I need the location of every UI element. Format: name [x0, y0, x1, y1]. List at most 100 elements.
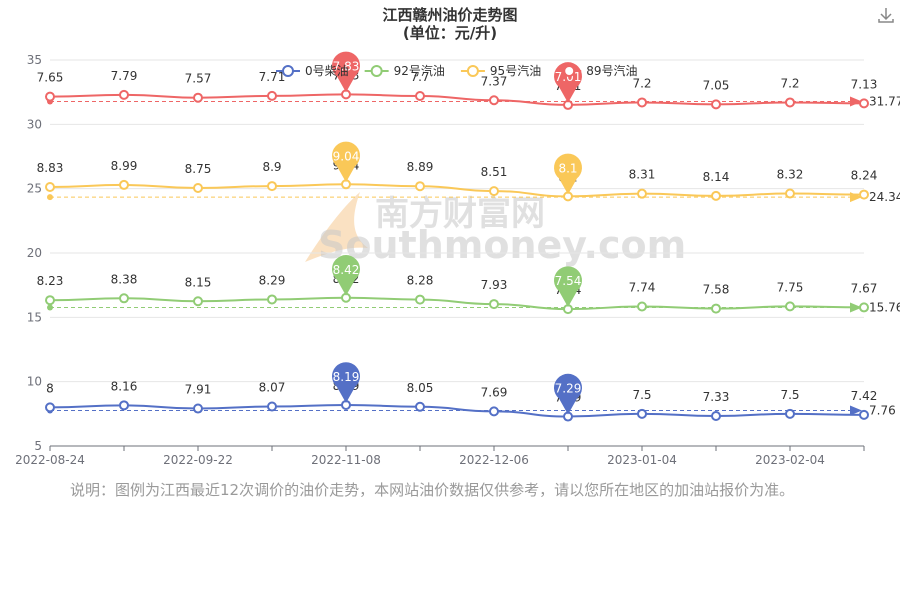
average-label: 15.76	[869, 301, 900, 315]
legend-symbol	[282, 65, 294, 77]
data-label: 7.7	[410, 70, 429, 84]
data-point	[637, 301, 647, 312]
data-label: 7.93	[481, 278, 508, 292]
series-line	[49, 403, 865, 418]
data-label: 7.79	[111, 69, 138, 83]
y-tick-label: 5	[34, 439, 42, 453]
legend-symbol	[563, 65, 576, 77]
marker-pin: 7.54	[554, 266, 583, 308]
data-label: 7.05	[703, 78, 730, 92]
data-label: 8.05	[407, 381, 434, 395]
legend-item[interactable]: 0号柴油	[276, 64, 349, 78]
y-tick-label: 30	[27, 117, 42, 131]
data-point	[267, 401, 277, 412]
data-label: 8	[46, 381, 54, 395]
data-point	[45, 91, 55, 102]
data-point	[415, 91, 425, 102]
data-label: 7.5	[780, 388, 799, 402]
grid	[50, 59, 864, 447]
y-tick-label: 25	[27, 182, 42, 196]
legend-label: 95号汽油	[490, 63, 541, 78]
chart-title: 江西赣州油价走势图	[382, 6, 517, 24]
data-label: 7.65	[37, 71, 64, 85]
data-label: 8.9	[262, 160, 281, 174]
marker-pin-shape	[332, 362, 361, 403]
data-label: 7.13	[851, 77, 878, 91]
data-point	[489, 406, 499, 417]
data-point	[415, 294, 425, 305]
data-point	[267, 294, 277, 305]
data-point	[193, 92, 203, 103]
data-label: 8.15	[185, 275, 212, 289]
data-point	[45, 295, 55, 306]
data-label: 7.69	[481, 385, 508, 399]
data-label: 8.23	[37, 274, 64, 288]
data-label: 7.42	[851, 389, 878, 403]
data-point	[119, 293, 129, 304]
data-point	[859, 302, 869, 313]
data-label: 7.71	[259, 70, 286, 84]
marker-pin: 8.42	[332, 255, 361, 296]
data-point	[711, 99, 721, 110]
legend-label: 92号汽油	[394, 63, 445, 78]
marker-pin: 8.19	[332, 362, 361, 403]
average-arrow	[850, 405, 862, 416]
data-point	[711, 411, 721, 422]
data-point	[119, 400, 129, 411]
y-axis: 5 10 15 20 25 30 35	[27, 53, 42, 453]
data-point	[785, 188, 795, 199]
data-label: 7.2	[780, 76, 799, 90]
data-point	[267, 90, 277, 101]
data-label: 8.99	[111, 159, 138, 173]
data-point	[267, 181, 277, 192]
marker-pin-label: 7.29	[555, 382, 582, 396]
x-tick-label: 2023-01-04	[607, 453, 677, 467]
average-start-dot	[47, 194, 53, 201]
watermark-flame-icon	[305, 192, 368, 262]
marker-pin-shape	[332, 255, 361, 296]
markers: 8.197.298.427.549.048.17.837.01	[332, 51, 583, 415]
data-label: 8.32	[777, 168, 804, 182]
marker-pin-shape	[554, 153, 582, 195]
marker-pin-shape	[332, 51, 360, 93]
marker-pin-shape	[554, 266, 583, 308]
x-tick-label: 2022-08-24	[15, 453, 85, 467]
watermark: 南方财富网 Southmoney.com	[305, 192, 686, 267]
data-label: 7.75	[777, 280, 804, 294]
download-icon[interactable]	[875, 4, 897, 26]
data-point	[415, 181, 425, 192]
x-tick-label: 2022-09-22	[163, 453, 233, 467]
chart-note: 说明：图例为江西最近12次调价的油价走势，本网站油价数据仅供参考，请以您所在地区…	[70, 481, 795, 499]
marker-pin-label: 8.1	[558, 161, 577, 175]
data-point	[859, 189, 869, 200]
data-point	[193, 403, 203, 414]
legend-item[interactable]: 95号汽油	[460, 63, 541, 78]
data-label: 8.07	[259, 380, 286, 394]
chart-subtitle: (单位：元/升)	[403, 24, 497, 42]
watermark-en: Southmoney.com	[318, 223, 686, 267]
legend-item[interactable]: 92号汽油	[364, 63, 445, 78]
watermark-cn: 南方财富网	[375, 194, 545, 234]
data-point	[637, 188, 647, 199]
data-point	[785, 408, 795, 419]
data-label: 7.5	[632, 388, 651, 402]
marker-pin-shape	[554, 373, 583, 415]
legend-label: 0号柴油	[305, 64, 349, 78]
data-label: 8.28	[407, 274, 434, 288]
data-point	[193, 183, 203, 194]
data-label: 7.37	[481, 74, 508, 88]
data-point	[785, 301, 795, 312]
series-lines	[49, 93, 865, 418]
data-label: 8.51	[481, 165, 508, 179]
marker-pin-label: 7.54	[555, 274, 582, 288]
data-label: 7.67	[851, 281, 878, 295]
data-label: 8.14	[703, 170, 730, 184]
marker-pin-label: 8.19	[333, 370, 360, 384]
data-point	[711, 190, 721, 201]
series-line	[49, 183, 865, 198]
legend-item[interactable]: 89号汽油	[557, 63, 637, 78]
x-tick-label: 2022-11-08	[311, 453, 381, 467]
data-label: 8.75	[185, 162, 212, 176]
data-label: 8.24	[851, 169, 878, 183]
data-label: 8.31	[629, 168, 656, 182]
